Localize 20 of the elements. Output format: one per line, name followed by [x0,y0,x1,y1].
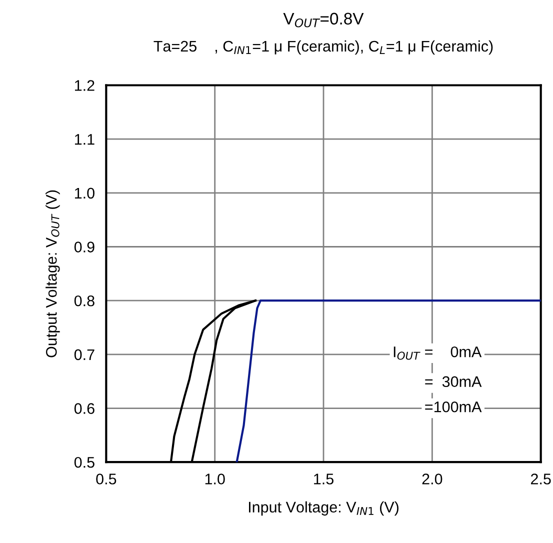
y-tick-label: 1.0 [74,188,94,199]
y-tick-label: 0.6 [74,403,94,414]
annotation: = 30mA [425,376,482,388]
x-axis-title: Input Voltage: V$_{IN1}$ (V) [248,501,398,516]
annotation: =100mA [425,401,482,412]
chart-subtitle: Ta=25 , C$_{IN1}$=1 μ F(ceramic), C$_{L}$=1 μ F(ceramic) [154,40,493,55]
y-tick-label: 0.5 [74,456,94,468]
y-tick-label: 0.7 [74,349,94,360]
x-tick-label: 2.0 [422,474,442,484]
x-tick-label: 2.5 [530,474,551,484]
x-tick-label: 1.0 [205,474,225,484]
chart-title: V$_{OUT}$=0.8V [283,12,364,28]
y-axis-title: Output Voltage: V$_{OUT}$ (V) [46,190,60,358]
y-tick-label: 0.9 [74,242,94,252]
y-tick-label: 0.8 [74,295,94,306]
annotation: I$_{OUT}$ = 0mA [394,346,482,360]
x-tick-label: 0.5 [96,474,116,484]
x-tick-label: 1.5 [314,474,334,484]
y-tick-label: 1.1 [74,134,94,145]
y-tick-label: 1.2 [74,80,94,91]
